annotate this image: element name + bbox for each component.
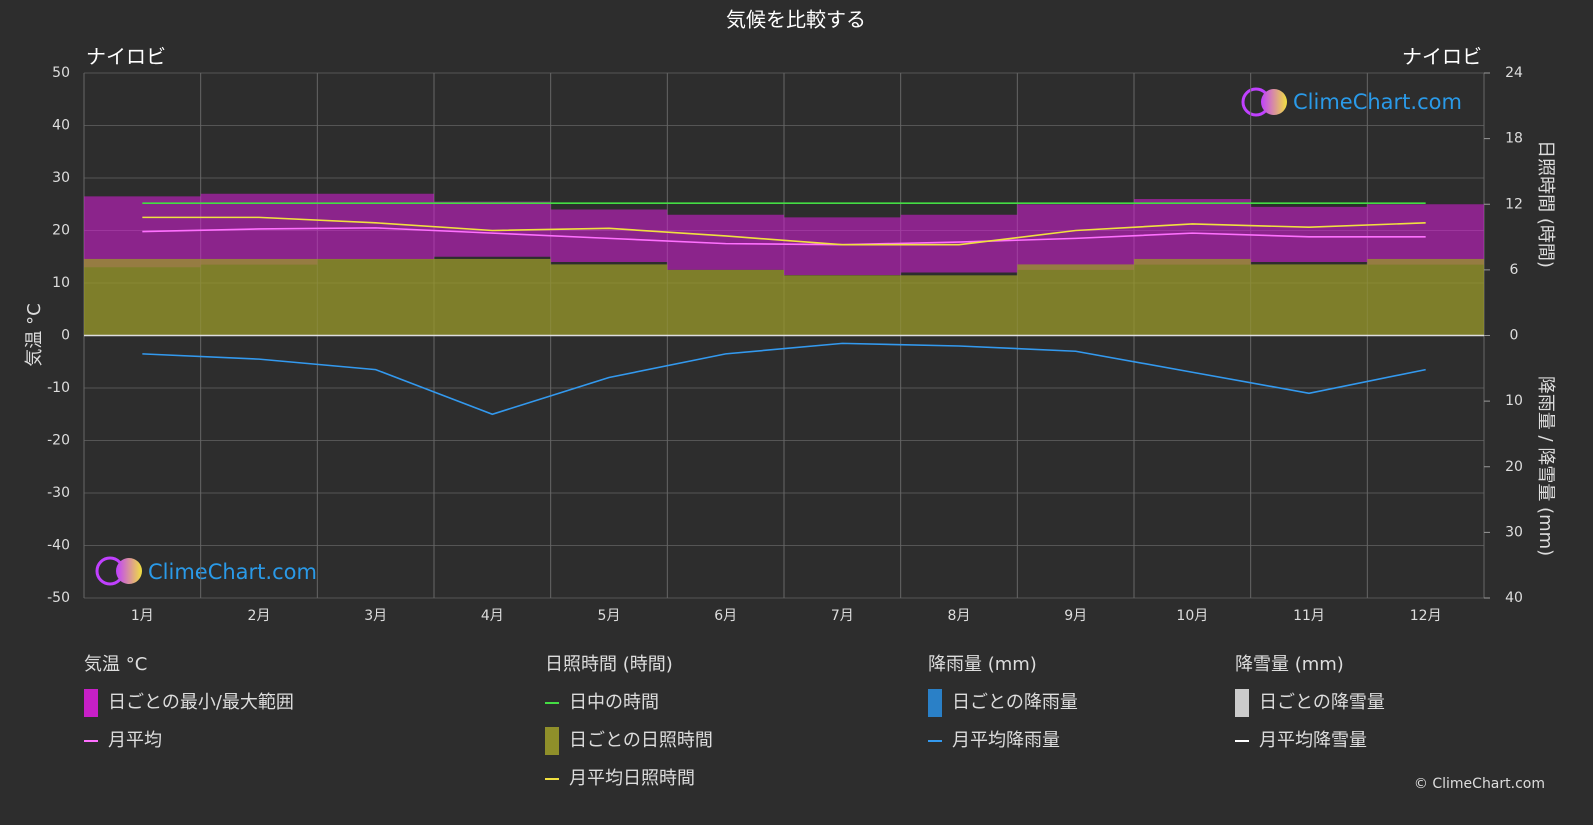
series-line bbox=[142, 216, 1426, 246]
logo bbox=[116, 558, 142, 584]
y2-axis-label: 日照時間 (時間) bbox=[1535, 140, 1556, 268]
y-tick-label: 20 bbox=[52, 223, 70, 239]
legend-title: 降雨量 (mm) bbox=[928, 654, 1037, 675]
x-tick-label: 6月 bbox=[714, 608, 737, 624]
legend-label: 月平均 bbox=[108, 730, 162, 751]
y3-tick-label: 20 bbox=[1505, 459, 1523, 475]
legend-label: 月平均日照時間 bbox=[569, 768, 695, 789]
sunshine-area bbox=[900, 275, 1018, 336]
y-axis-label: 気温 °C bbox=[24, 303, 45, 366]
y2-tick-label: 6 bbox=[1510, 262, 1519, 278]
y2-tick-label: 12 bbox=[1505, 196, 1523, 212]
sunshine-area bbox=[1017, 264, 1134, 336]
sunshine-area bbox=[1250, 264, 1368, 336]
y2-tick-label: 0 bbox=[1510, 328, 1519, 344]
legend-title: 気温 °C bbox=[84, 654, 147, 675]
y3-axis-label: 降雨量 / 降雪量 (mm) bbox=[1535, 376, 1556, 556]
x-tick-label: 10月 bbox=[1176, 608, 1208, 624]
x-tick-label: 1月 bbox=[131, 608, 154, 624]
sunshine-area bbox=[84, 258, 201, 336]
y-tick-label: 30 bbox=[52, 170, 70, 186]
sunshine-area bbox=[434, 258, 551, 336]
sunshine-area bbox=[200, 258, 318, 336]
watermark: ClimeChart.com bbox=[1293, 90, 1462, 114]
x-tick-label: 2月 bbox=[248, 608, 271, 624]
legend-label: 日中の時間 bbox=[569, 692, 659, 713]
temp-range bbox=[1134, 199, 1251, 265]
sunshine-area bbox=[1134, 258, 1251, 336]
sunshine-area bbox=[1367, 258, 1484, 336]
watermark-bottom: ClimeChart.com bbox=[95, 556, 317, 586]
temp-range bbox=[784, 217, 901, 276]
legend-swatch bbox=[545, 727, 559, 755]
x-tick-label: 8月 bbox=[948, 608, 971, 624]
series-line bbox=[142, 342, 1426, 416]
x-tick-label: 5月 bbox=[598, 608, 621, 624]
temp-range bbox=[1250, 206, 1368, 262]
watermark-top: ClimeChart.com bbox=[1241, 87, 1462, 117]
legend-label: 日ごとの降雪量 bbox=[1259, 692, 1385, 713]
y3-tick-label: 30 bbox=[1505, 524, 1523, 540]
plot bbox=[83, 72, 1485, 599]
legend-swatch bbox=[84, 689, 98, 717]
y3-tick-label: 10 bbox=[1505, 393, 1523, 409]
legend-label: 日ごとの日照時間 bbox=[569, 730, 713, 751]
sunshine-area bbox=[784, 275, 901, 336]
sunshine-area bbox=[667, 269, 784, 336]
y-tick-label: 40 bbox=[52, 118, 70, 134]
location-left: ナイロビ bbox=[86, 45, 166, 69]
y3-tick-label: 40 bbox=[1505, 590, 1523, 606]
y2-tick-label: 18 bbox=[1505, 131, 1523, 147]
x-tick-label: 11月 bbox=[1293, 608, 1325, 624]
x-tick-label: 9月 bbox=[1064, 608, 1087, 624]
legend-swatch bbox=[928, 689, 942, 717]
watermark: ClimeChart.com bbox=[148, 560, 317, 584]
sunshine-area bbox=[317, 258, 434, 336]
sunshine-area bbox=[550, 264, 668, 336]
chart-title: 気候を比較する bbox=[726, 8, 866, 32]
x-tick-label: 7月 bbox=[831, 608, 854, 624]
y2-tick-label: 24 bbox=[1505, 65, 1523, 81]
temp-range bbox=[317, 193, 434, 260]
legend-title: 降雪量 (mm) bbox=[1235, 654, 1344, 675]
y-tick-label: -20 bbox=[47, 433, 70, 449]
y-tick-label: 0 bbox=[61, 328, 70, 344]
y-tick-label: -10 bbox=[47, 380, 70, 396]
legend-label: 月平均降雨量 bbox=[952, 730, 1060, 751]
copyright: © ClimeChart.com bbox=[1414, 776, 1545, 792]
y-tick-label: -30 bbox=[47, 485, 70, 501]
y-tick-label: 10 bbox=[52, 275, 70, 291]
legend-swatch bbox=[1235, 689, 1249, 717]
location-right: ナイロビ bbox=[1402, 45, 1482, 69]
x-tick-label: 12月 bbox=[1410, 608, 1442, 624]
temp-range bbox=[1367, 204, 1484, 265]
legend-label: 日ごとの降雨量 bbox=[952, 692, 1078, 713]
x-tick-label: 4月 bbox=[481, 608, 504, 624]
series-line bbox=[142, 227, 1426, 246]
legend-label: 月平均降雪量 bbox=[1259, 730, 1367, 751]
x-tick-label: 3月 bbox=[364, 608, 387, 624]
y-tick-label: -50 bbox=[47, 590, 70, 606]
logo bbox=[1261, 89, 1287, 115]
temp-range bbox=[84, 196, 201, 268]
legend-label: 日ごとの最小/最大範囲 bbox=[108, 692, 294, 713]
temp-range bbox=[550, 209, 668, 262]
y-tick-label: 50 bbox=[52, 65, 70, 81]
legend-title: 日照時間 (時間) bbox=[545, 654, 673, 675]
y-tick-label: -40 bbox=[47, 538, 70, 554]
